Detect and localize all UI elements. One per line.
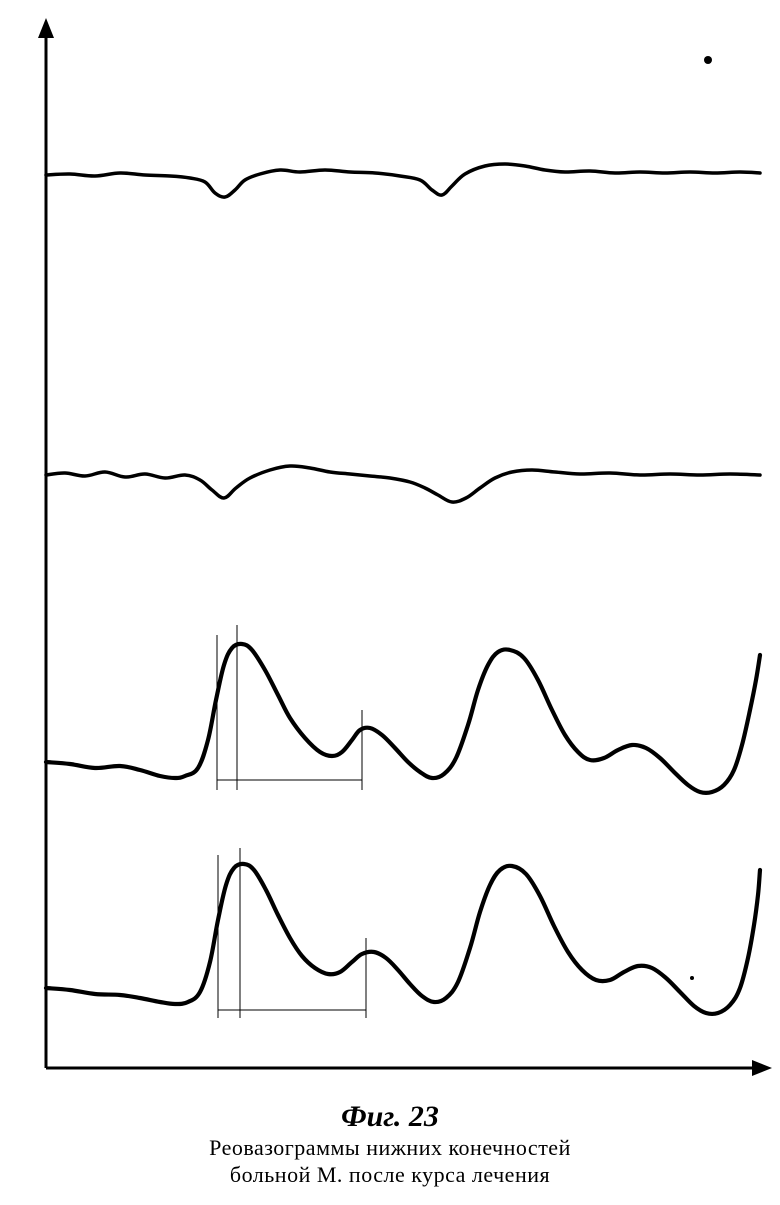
trace-1 xyxy=(46,164,760,197)
figure-caption-line1: Реовазограммы нижних конечностей xyxy=(0,1135,780,1161)
ink-dot xyxy=(704,56,712,64)
x-axis-arrow xyxy=(752,1060,772,1076)
rheovasogram-chart xyxy=(0,0,780,1090)
traces xyxy=(46,164,760,1014)
trace-3 xyxy=(46,644,760,793)
ink-dot xyxy=(690,976,694,980)
y-axis-arrow xyxy=(38,18,54,38)
figure-caption-line2: больной М. после курса лечения xyxy=(0,1162,780,1188)
annotation-lines xyxy=(217,625,366,1018)
trace-2 xyxy=(46,466,760,502)
figure-label: Фиг. 23 xyxy=(0,1100,780,1134)
figure-page: Фиг. 23 Реовазограммы нижних конечностей… xyxy=(0,0,780,1205)
trace-4 xyxy=(46,864,760,1014)
ink-dots xyxy=(690,56,712,980)
